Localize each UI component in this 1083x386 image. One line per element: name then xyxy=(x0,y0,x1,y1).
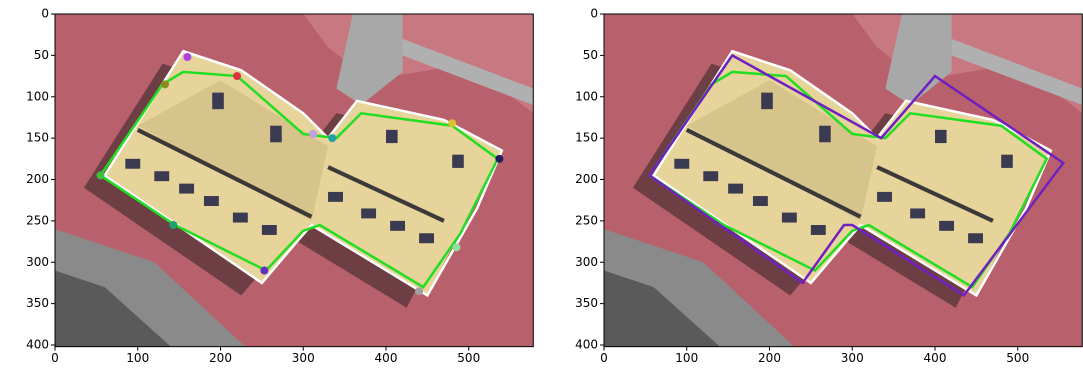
y-tick-label: 150 xyxy=(26,131,49,145)
page: 0100200300400500050100150200250300350400… xyxy=(0,0,1083,386)
x-tick-label: 400 xyxy=(375,351,398,365)
vertex-point xyxy=(97,171,105,179)
vertex-point xyxy=(233,72,241,80)
figure: 0100200300400500050100150200250300350400… xyxy=(0,0,1083,382)
x-tick-label: 400 xyxy=(924,351,947,365)
y-tick-label: 350 xyxy=(575,296,598,310)
x-tick-label: 300 xyxy=(292,351,315,365)
y-tick-label: 400 xyxy=(26,338,49,352)
x-tick-label: 0 xyxy=(600,351,608,365)
x-tick-label: 500 xyxy=(1006,351,1029,365)
x-tick-label: 200 xyxy=(209,351,232,365)
vertex-point xyxy=(183,53,191,61)
x-tick-label: 100 xyxy=(126,351,149,365)
vertex-point xyxy=(161,80,169,88)
y-tick-label: 50 xyxy=(34,48,49,62)
vertex-point xyxy=(260,267,268,275)
y-tick-label: 150 xyxy=(575,131,598,145)
image-panel xyxy=(55,14,533,347)
y-tick-label: 200 xyxy=(26,172,49,186)
y-tick-label: 300 xyxy=(575,255,598,269)
vertex-point xyxy=(452,243,460,251)
aerial-image xyxy=(55,14,533,347)
y-tick-label: 200 xyxy=(575,172,598,186)
y-tick-label: 0 xyxy=(41,7,49,21)
vertex-point xyxy=(415,287,423,295)
vertex-point xyxy=(309,130,317,138)
y-tick-label: 250 xyxy=(26,213,49,227)
x-tick-label: 300 xyxy=(841,351,864,365)
y-tick-label: 300 xyxy=(26,255,49,269)
vertex-point xyxy=(448,119,456,127)
aerial-image xyxy=(604,14,1082,347)
x-tick-label: 100 xyxy=(675,351,698,365)
vertex-point xyxy=(169,221,177,229)
image-panel xyxy=(604,14,1082,347)
y-tick-label: 100 xyxy=(26,89,49,103)
y-tick-label: 400 xyxy=(575,338,598,352)
y-tick-label: 350 xyxy=(26,296,49,310)
x-tick-label: 200 xyxy=(758,351,781,365)
y-tick-label: 0 xyxy=(590,7,598,21)
vertex-point xyxy=(495,155,503,163)
x-tick-label: 0 xyxy=(51,351,59,365)
y-tick-label: 50 xyxy=(583,48,598,62)
y-tick-label: 250 xyxy=(575,213,598,227)
vertex-point xyxy=(328,134,336,142)
y-tick-label: 100 xyxy=(575,89,598,103)
x-tick-label: 500 xyxy=(457,351,480,365)
